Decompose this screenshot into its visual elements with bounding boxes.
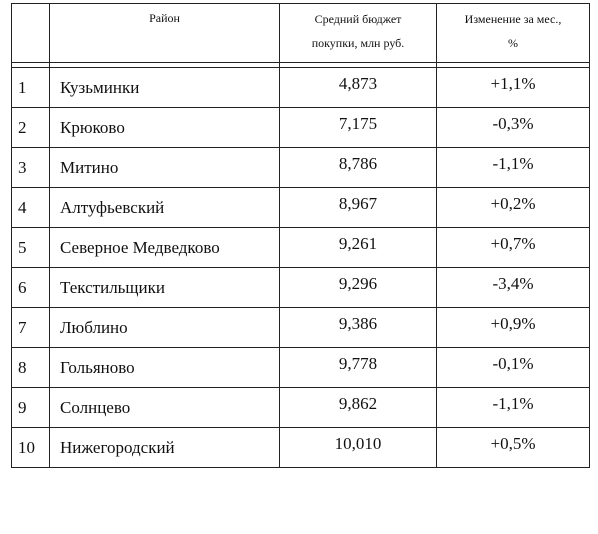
header-number bbox=[11, 3, 50, 63]
budget-value-text: 9,261 bbox=[338, 233, 378, 253]
row-number: 5 bbox=[11, 227, 50, 268]
table-body: 1 Кузьминки 4,873 +1,1% 2 Крюково 7,175 -0,3% 3 М… bbox=[11, 67, 590, 468]
district-name: Нижегородский bbox=[49, 427, 280, 468]
table-row: 5 Северное Медведково 9,261 +0,7% bbox=[11, 227, 590, 268]
change-value: +0,9% bbox=[436, 307, 590, 348]
change-value: +1,1% bbox=[436, 67, 590, 108]
change-value: +0,7% bbox=[436, 227, 590, 268]
table-row: 10 Нижегородский 10,010 +0,5% bbox=[11, 427, 590, 468]
change-value: +0,2% bbox=[436, 187, 590, 228]
district-name: Кузьминки bbox=[49, 67, 280, 108]
budget-value: 9,778 bbox=[279, 347, 437, 388]
budget-value-text: 9,862 bbox=[338, 393, 378, 413]
header-district: Район bbox=[49, 3, 280, 63]
table-row: 4 Алтуфьевский 8,967 +0,2% bbox=[11, 187, 590, 228]
table-row: 1 Кузьминки 4,873 +1,1% bbox=[11, 67, 590, 108]
change-value-text: +1,1% bbox=[490, 73, 536, 93]
budget-value-text: 8,967 bbox=[338, 193, 378, 213]
header-budget-line2: покупки, млн руб. bbox=[311, 36, 405, 50]
row-number: 8 bbox=[11, 347, 50, 388]
budget-value-text: 9,296 bbox=[338, 273, 378, 293]
change-value-text: +0,2% bbox=[490, 193, 536, 213]
row-number: 4 bbox=[11, 187, 50, 228]
table-row: 2 Крюково 7,175 -0,3% bbox=[11, 107, 590, 148]
budget-value: 9,386 bbox=[279, 307, 437, 348]
change-value: -1,1% bbox=[436, 387, 590, 428]
change-value: +0,5% bbox=[436, 427, 590, 468]
change-value-text: -1,1% bbox=[492, 393, 534, 413]
change-value-text: +0,7% bbox=[490, 233, 536, 253]
header-budget: Средний бюджет покупки, млн руб. bbox=[279, 3, 437, 63]
district-name: Гольяново bbox=[49, 347, 280, 388]
district-name: Митино bbox=[49, 147, 280, 188]
table-row: 3 Митино 8,786 -1,1% bbox=[11, 147, 590, 188]
row-number: 7 bbox=[11, 307, 50, 348]
change-value: -1,1% bbox=[436, 147, 590, 188]
change-value-text: -1,1% bbox=[492, 153, 534, 173]
row-number: 6 bbox=[11, 267, 50, 308]
district-name: Люблино bbox=[49, 307, 280, 348]
change-value: -0,3% bbox=[436, 107, 590, 148]
district-name: Солнцево bbox=[49, 387, 280, 428]
change-value-text: -0,1% bbox=[492, 353, 534, 373]
budget-value-text: 4,873 bbox=[338, 73, 378, 93]
change-value-text: +0,5% bbox=[490, 433, 536, 453]
district-name: Крюково bbox=[49, 107, 280, 148]
budget-value: 10,010 bbox=[279, 427, 437, 468]
budget-value-text: 7,175 bbox=[338, 113, 378, 133]
budget-value-text: 10,010 bbox=[334, 433, 382, 453]
budget-value: 9,862 bbox=[279, 387, 437, 428]
budget-value: 8,786 bbox=[279, 147, 437, 188]
row-number: 3 bbox=[11, 147, 50, 188]
change-value-text: -0,3% bbox=[492, 113, 534, 133]
budget-value: 7,175 bbox=[279, 107, 437, 148]
district-name: Текстильщики bbox=[49, 267, 280, 308]
budget-value: 4,873 bbox=[279, 67, 437, 108]
budget-value: 9,261 bbox=[279, 227, 437, 268]
table-row: 7 Люблино 9,386 +0,9% bbox=[11, 307, 590, 348]
budget-value: 8,967 bbox=[279, 187, 437, 228]
table-row: 6 Текстильщики 9,296 -3,4% bbox=[11, 267, 590, 308]
table-row: 8 Гольяново 9,778 -0,1% bbox=[11, 347, 590, 388]
budget-value-text: 9,778 bbox=[338, 353, 378, 373]
table-row: 9 Солнцево 9,862 -1,1% bbox=[11, 387, 590, 428]
change-value-text: +0,9% bbox=[490, 313, 536, 333]
row-number: 2 bbox=[11, 107, 50, 148]
budget-value-text: 8,786 bbox=[338, 153, 378, 173]
district-budget-table: Район Средний бюджет покупки, млн руб. И… bbox=[11, 3, 590, 468]
change-value: -0,1% bbox=[436, 347, 590, 388]
district-name: Алтуфьевский bbox=[49, 187, 280, 228]
change-value: -3,4% bbox=[436, 267, 590, 308]
header-change: Изменение за мес., % bbox=[436, 3, 590, 63]
change-value-text: -3,4% bbox=[492, 273, 534, 293]
header-budget-line1: Средний бюджет bbox=[314, 12, 402, 26]
row-number: 10 bbox=[11, 427, 50, 468]
header-change-line2: % bbox=[508, 36, 518, 50]
budget-value: 9,296 bbox=[279, 267, 437, 308]
district-name: Северное Медведково bbox=[49, 227, 280, 268]
header-change-line1: Изменение за мес., bbox=[464, 12, 562, 26]
row-number: 9 bbox=[11, 387, 50, 428]
budget-value-text: 9,386 bbox=[338, 313, 378, 333]
row-number: 1 bbox=[11, 67, 50, 108]
table-header-row: Район Средний бюджет покупки, млн руб. И… bbox=[11, 3, 590, 63]
